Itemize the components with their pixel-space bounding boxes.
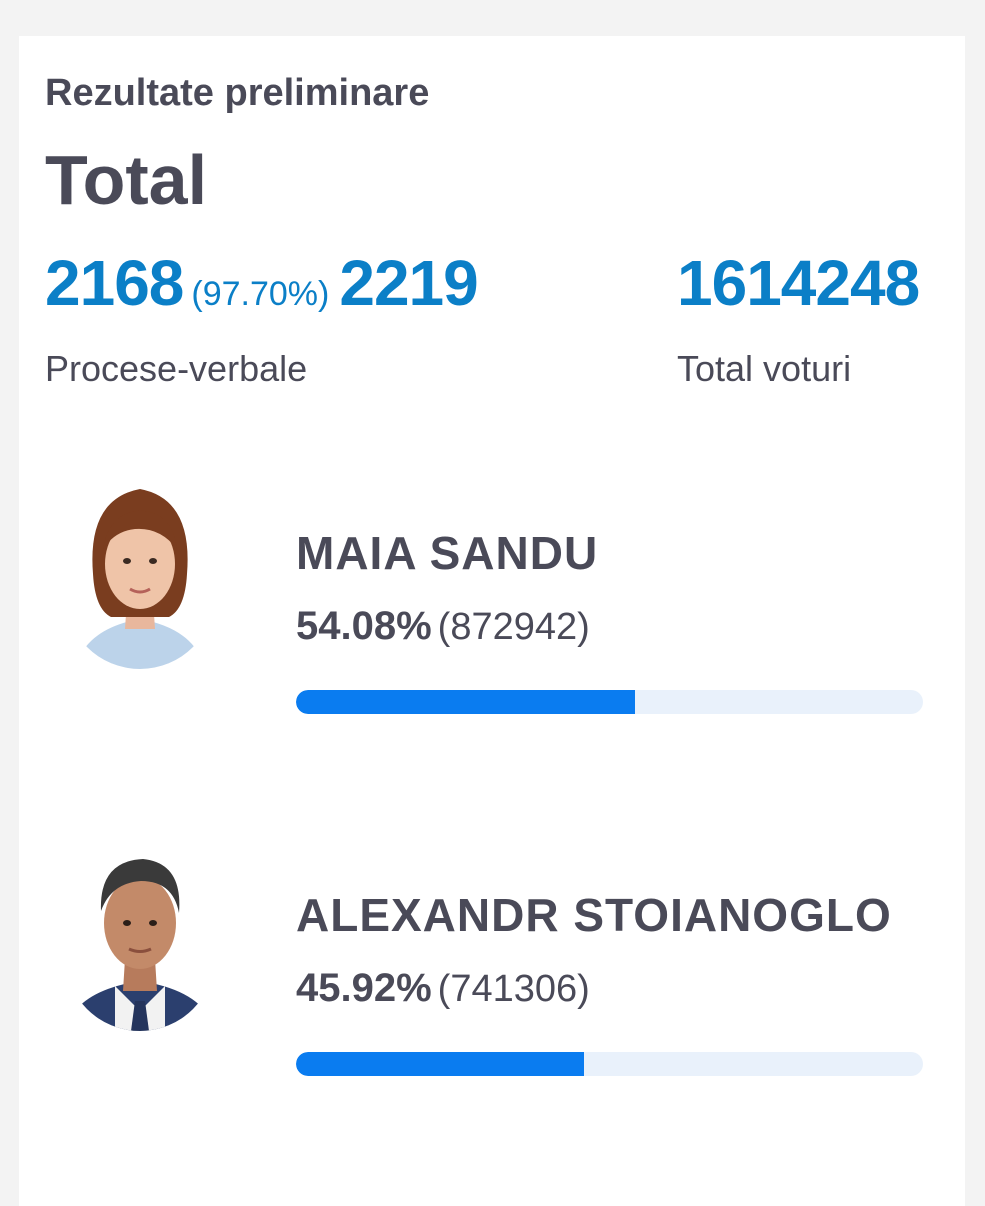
woman-portrait-icon xyxy=(65,479,215,669)
total-reports: 2219 xyxy=(339,247,478,319)
reports-count: 2168 (97.70%) 2219 xyxy=(45,246,479,320)
vote-share-fill xyxy=(296,1052,584,1076)
candidate-percent: 54.08% xyxy=(296,604,432,648)
candidate-name: MAIA SANDU xyxy=(296,527,599,579)
candidate-result: 45.92% (741306) xyxy=(296,966,590,1011)
page-title: Total xyxy=(45,141,208,219)
candidate-row: ALEXANDR STOIANOGLO 45.92% (741306) xyxy=(19,838,965,1076)
candidate-percent: 45.92% xyxy=(296,966,432,1010)
man-portrait-icon xyxy=(65,841,215,1031)
processed-percent: (97.70%) xyxy=(191,275,330,313)
total-votes: 1614248 xyxy=(677,247,920,319)
reports-label: Procese-verbale xyxy=(45,348,308,389)
candidate-name: ALEXANDR STOIANOGLO xyxy=(296,889,892,941)
results-card: Rezultate preliminare Total 2168 (97.70%)… xyxy=(19,36,965,1206)
vote-share-bar xyxy=(296,690,923,714)
total-votes-label: Total voturi xyxy=(677,348,852,389)
processed-reports: 2168 xyxy=(45,247,184,319)
section-subtitle: Rezultate preliminare xyxy=(45,72,430,114)
candidate-votes: (741306) xyxy=(437,968,590,1010)
candidate-votes: (872942) xyxy=(437,606,590,648)
candidate-row: MAIA SANDU 54.08% (872942) xyxy=(19,476,965,714)
vote-share-bar xyxy=(296,1052,923,1076)
vote-share-fill xyxy=(296,690,636,714)
candidate-result: 54.08% (872942) xyxy=(296,604,590,649)
